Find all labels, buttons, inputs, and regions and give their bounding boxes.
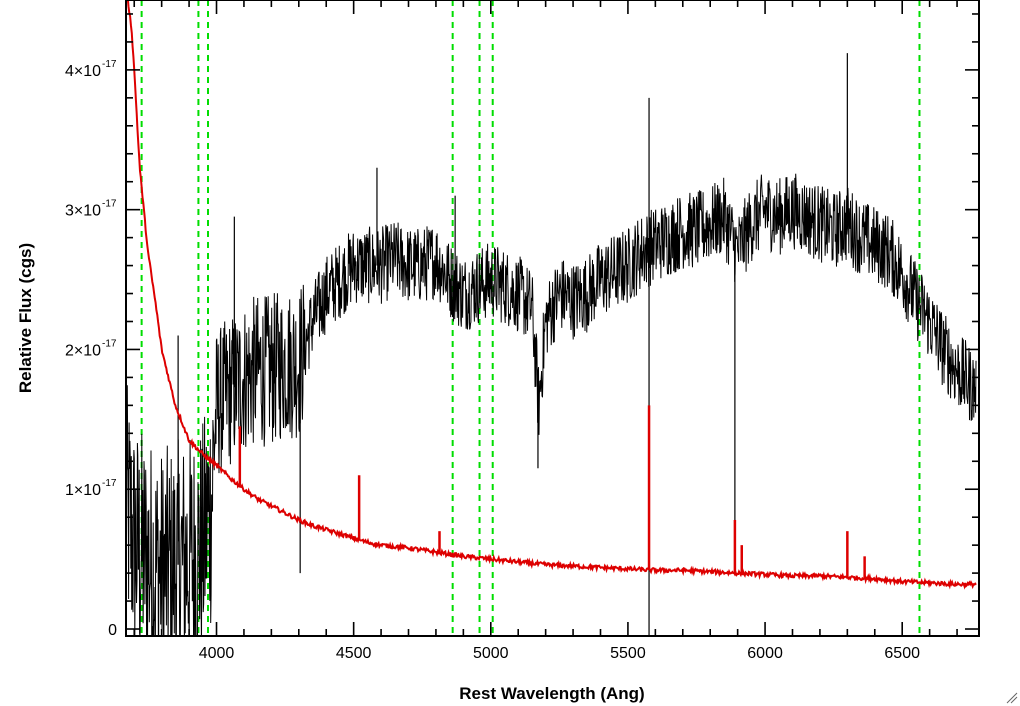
x-axis-label: Rest Wavelength (Ang) [459, 684, 644, 703]
x-tick-label: 6500 [884, 645, 920, 662]
axis-ticks [126, 0, 979, 636]
y-tick-label: 2×10 [65, 342, 101, 359]
x-tick-label: 4000 [199, 645, 235, 662]
y-tick-exponent: -17 [102, 478, 117, 489]
y-tick-label: 4×10 [65, 63, 101, 80]
y-tick-exponent: -17 [102, 338, 117, 349]
error-series-line [127, 1, 977, 590]
x-tick-label: 4500 [336, 645, 372, 662]
x-tick-label: 6000 [747, 645, 783, 662]
resize-grip-icon[interactable] [1004, 690, 1018, 704]
x-tick-label: 5500 [610, 645, 646, 662]
y-tick-label: 0 [108, 622, 117, 639]
y-tick-label: 1×10 [65, 482, 101, 499]
y-tick-label: 3×10 [65, 203, 101, 220]
y-tick-exponent: -17 [102, 199, 117, 210]
plot-frame [125, 0, 980, 637]
data-series [127, 1, 977, 635]
flux-series-line [127, 173, 977, 635]
y-tick-exponent: -17 [102, 59, 117, 70]
x-tick-label: 5000 [473, 645, 509, 662]
y-axis-label: Relative Flux (cgs) [16, 243, 35, 393]
